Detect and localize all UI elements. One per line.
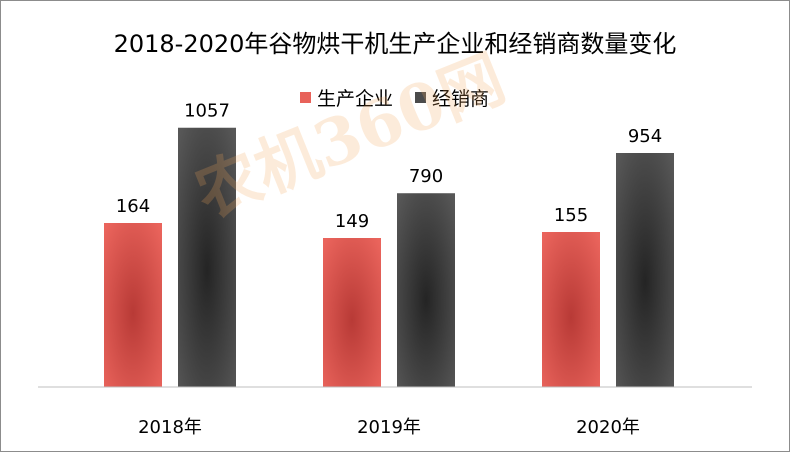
bar-producers-1 — [104, 223, 162, 387]
data-label-producers-2: 149 — [335, 211, 369, 232]
x-tick-label-1: 2018年 — [138, 417, 202, 438]
data-label-dealers-2: 790 — [409, 166, 443, 187]
data-label-producers-1: 164 — [116, 196, 150, 217]
data-label-dealers-3: 954 — [628, 126, 662, 147]
legend-swatch-producers — [300, 92, 311, 103]
bar-producers-3 — [542, 232, 600, 387]
bar-dealers-3 — [616, 153, 674, 387]
bar-dealers-2 — [397, 193, 455, 387]
bar-producers-2 — [323, 238, 381, 387]
data-label-producers-3: 155 — [554, 205, 588, 226]
bar-dealers-1 — [178, 127, 236, 388]
legend: 生产企业 经销商 — [300, 84, 511, 111]
legend-swatch-dealers — [415, 92, 427, 103]
x-tick-label-3: 2020年 — [576, 417, 640, 438]
legend-item-producers: 生产企业 — [300, 84, 393, 111]
data-label-dealers-1: 1057 — [184, 101, 230, 122]
legend-label-producers: 生产企业 — [317, 88, 394, 110]
chart-title: 2018-2020年谷物烘干机生产企业和经销商数量变化 — [113, 30, 677, 58]
x-tick-label-2: 2019年 — [357, 417, 421, 438]
legend-label-dealers: 经销商 — [432, 88, 490, 110]
legend-item-dealers: 经销商 — [415, 84, 489, 111]
